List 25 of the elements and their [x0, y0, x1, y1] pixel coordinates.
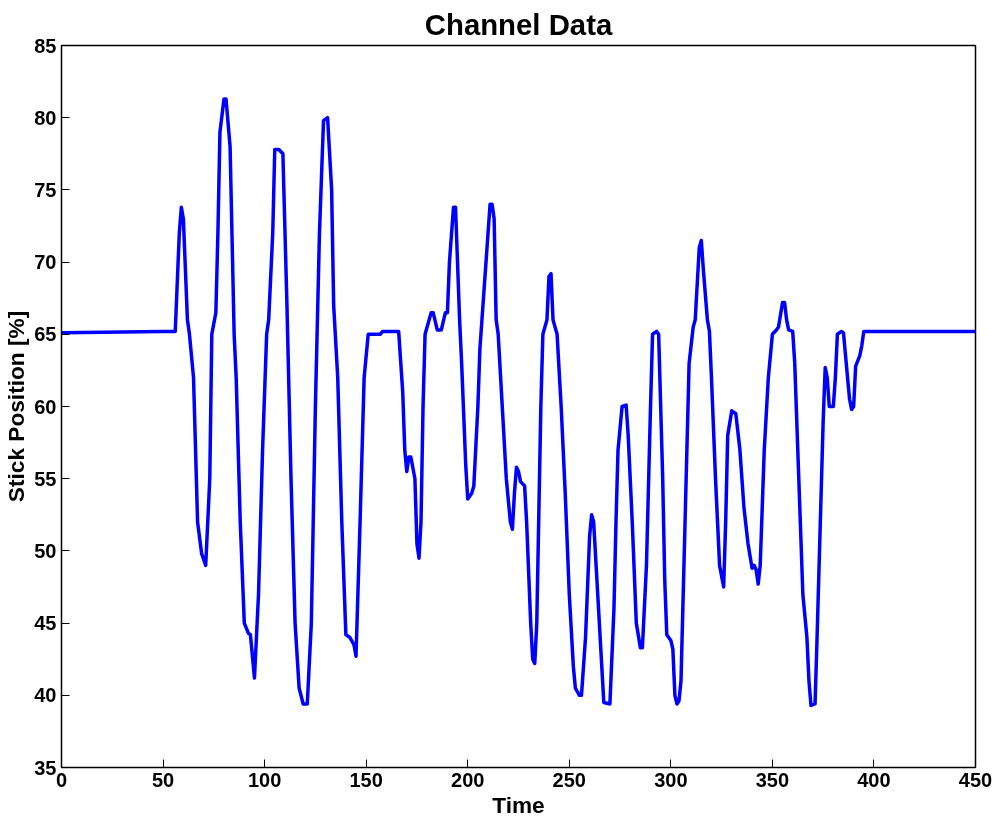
x-tick-label: 250 — [552, 768, 586, 791]
x-axis-title: Time — [492, 791, 545, 818]
x-tick-label: 350 — [755, 768, 790, 791]
y-tick-label: 70 — [34, 251, 57, 274]
y-tick-label: 55 — [34, 467, 57, 490]
x-tick-label: 150 — [349, 768, 383, 791]
y-tick-label: 45 — [34, 612, 57, 635]
y-tick-label: 75 — [34, 178, 57, 201]
y-tick-label: 65 — [34, 323, 57, 346]
x-tick-label: 400 — [857, 768, 891, 791]
y-axis-title: Stick Position [%] — [3, 310, 30, 503]
y-tick-label: 35 — [34, 756, 57, 779]
x-tick-label: 200 — [451, 768, 485, 791]
y-tick-label: 80 — [34, 106, 57, 129]
x-tick-label: 50 — [151, 768, 175, 791]
chart-title: Channel Data — [424, 7, 613, 41]
x-tick-label: 450 — [958, 768, 993, 791]
line-series — [61, 97, 976, 708]
y-tick-label: 40 — [34, 684, 57, 707]
x-tick-label: 100 — [247, 768, 282, 791]
x-tick-label: 300 — [654, 768, 688, 791]
x-tick-label: 0 — [55, 768, 68, 791]
y-tick-label: 60 — [34, 395, 57, 418]
y-tick-label: 50 — [34, 539, 57, 562]
y-tick-label: 85 — [34, 34, 57, 57]
